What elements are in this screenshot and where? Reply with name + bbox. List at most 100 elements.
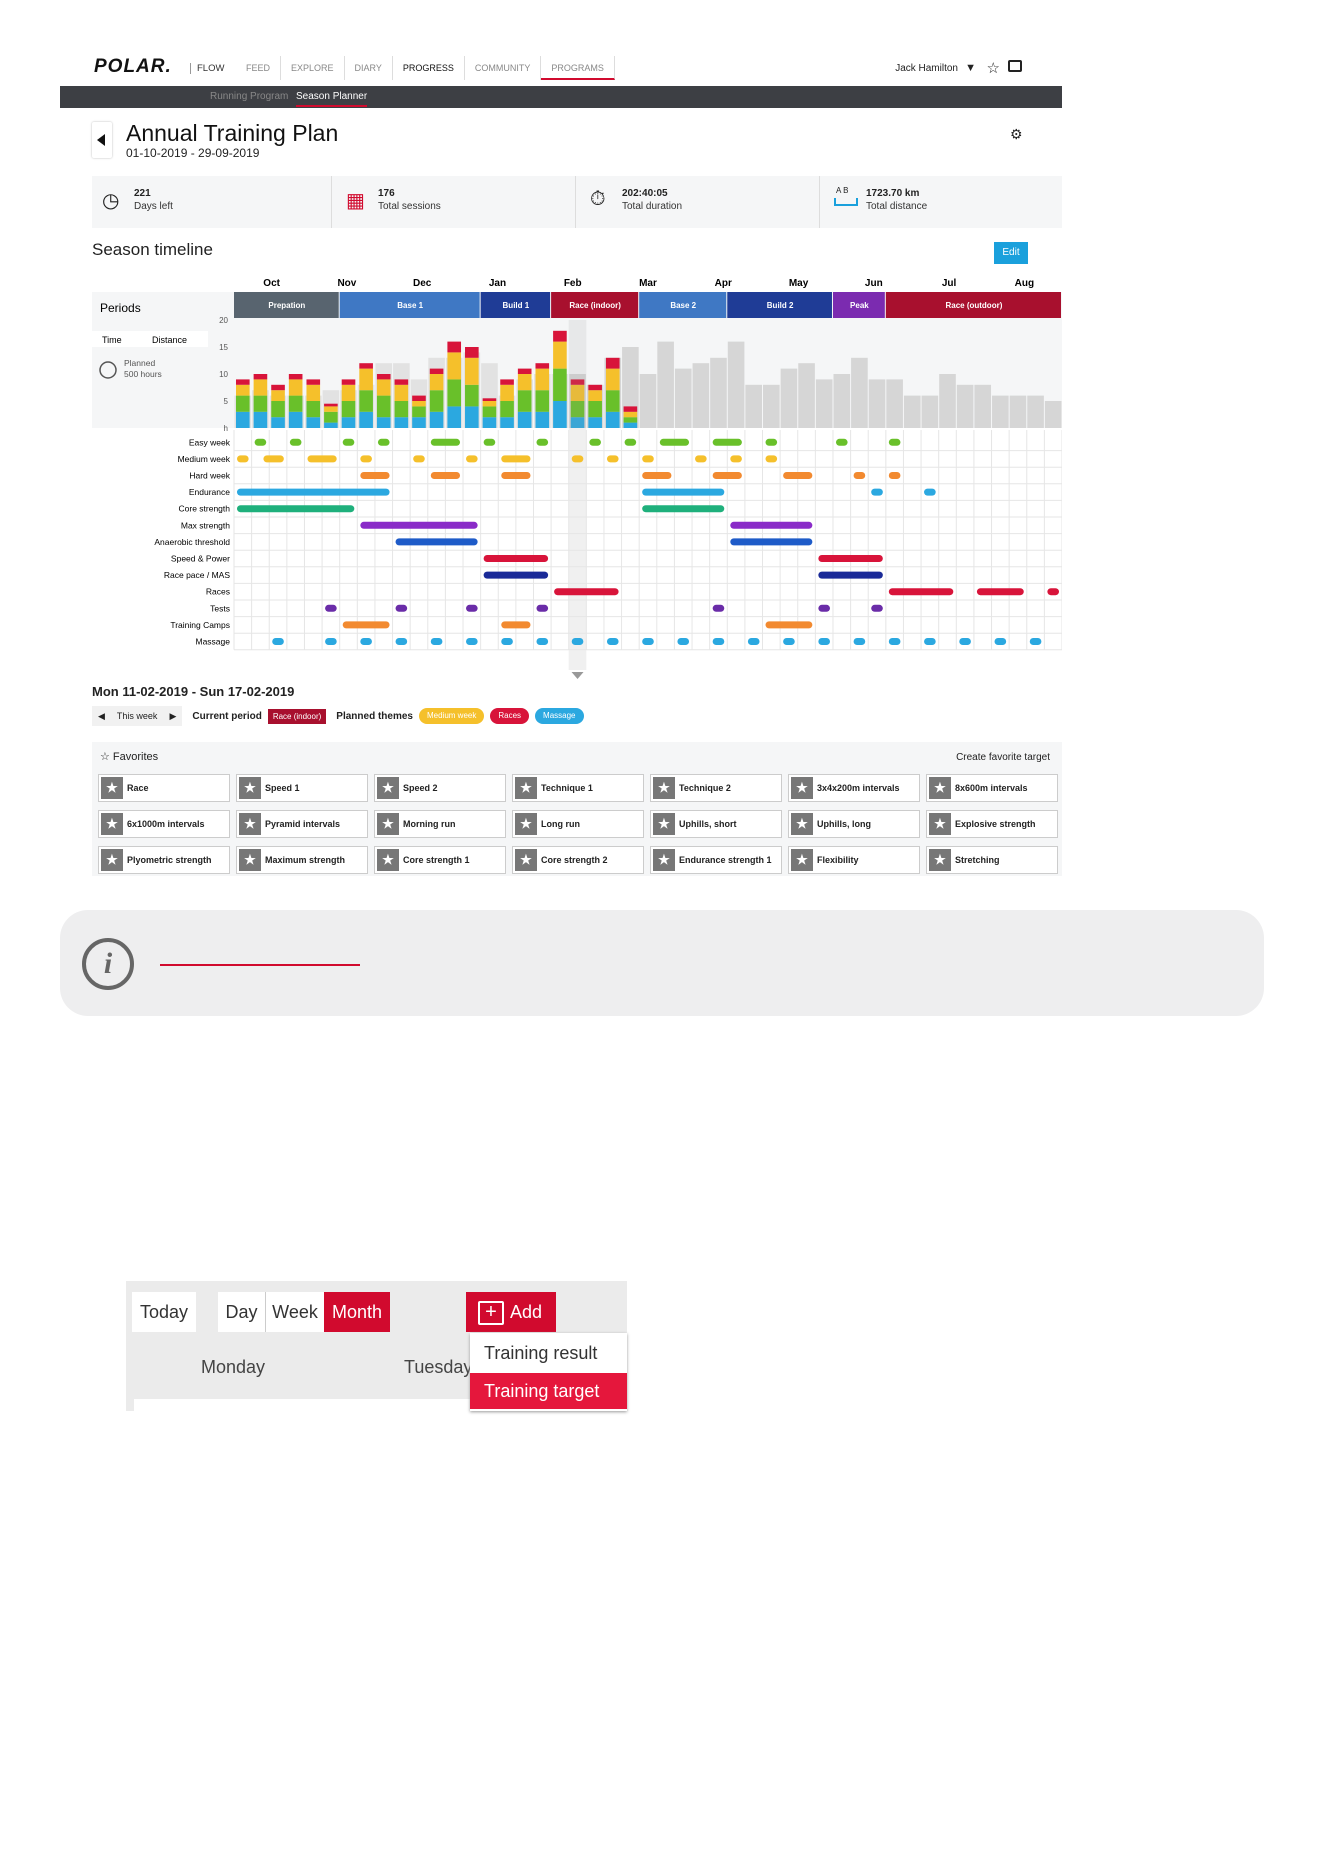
current-week-marker (571, 672, 584, 679)
theme-bar (871, 488, 883, 496)
theme-bar (765, 438, 778, 446)
actual-bar-segment (253, 395, 268, 412)
month-label: Jul (942, 278, 957, 289)
theme-bar (818, 571, 883, 579)
time-toggle[interactable] (92, 331, 142, 347)
period-band (832, 292, 885, 318)
actual-bar-segment (588, 384, 602, 391)
actual-bar-segment (429, 374, 444, 391)
prev-week-icon[interactable]: ◀ (98, 710, 105, 721)
actual-bar-segment (517, 390, 532, 412)
theme-rows: Easy week Medium week Hard week Endurance Co… (154, 437, 1059, 647)
favorite-tile[interactable]: ★ Speed 2 (374, 774, 506, 802)
distance-toggle-bg[interactable] (142, 331, 208, 347)
note-link-underline[interactable] (160, 958, 360, 966)
favorite-tile[interactable]: ★ Speed 1 (236, 774, 368, 802)
month-view-button[interactable]: Month (324, 1292, 390, 1332)
favorite-tile[interactable]: ★ 8x600m intervals (926, 774, 1058, 802)
time-toggle-label[interactable]: Time (102, 335, 122, 345)
favorite-tile[interactable]: ★ Pyramid intervals (236, 810, 368, 838)
favorite-tile[interactable]: ★ 6x1000m intervals (98, 810, 230, 838)
favorite-tile[interactable]: ★ 3x4x200m intervals (788, 774, 920, 802)
stat-days-left: ◷ 221 Days left (92, 176, 332, 228)
nav-item-diary[interactable]: DIARY (345, 56, 393, 80)
period-band (727, 292, 832, 318)
menu-item-training-target[interactable]: Training target (470, 1373, 627, 1409)
runner-icon: ★ (515, 777, 537, 799)
favorite-tile[interactable]: ★ Core strength 1 (374, 846, 506, 874)
nav-item-programs[interactable]: PROGRAMS (541, 56, 615, 80)
stat-label: Total sessions (378, 201, 441, 212)
this-week-button[interactable]: This week (116, 711, 158, 721)
menu-item-training-result[interactable]: Training result (484, 1343, 598, 1363)
favorite-tile[interactable]: ★ Maximum strength (236, 846, 368, 874)
favorite-tile[interactable]: ★ Explosive strength (926, 810, 1058, 838)
add-button[interactable]: + Add (466, 1292, 556, 1332)
distance-toggle-label[interactable]: Distance (152, 335, 187, 345)
theme-bar (783, 638, 795, 645)
planned-bar (868, 379, 886, 428)
edit-button[interactable]: Edit (994, 242, 1028, 264)
favorite-tile-label: 6x1000m intervals (127, 819, 205, 829)
week-navigator: ◀ This week ▶ (92, 706, 183, 726)
favorite-tile[interactable]: ★ Flexibility (788, 846, 920, 874)
actual-bar-segment (429, 390, 444, 412)
plan-dates: 01-10-2019 - 29-09-2019 (126, 146, 260, 160)
favorite-tile[interactable]: ★ Uphills, short (650, 810, 782, 838)
favorite-tile-label: Race (127, 783, 149, 793)
stat-value: 1723.70 km (866, 188, 920, 199)
back-arrow-icon[interactable] (92, 122, 112, 158)
favorites-star-icon[interactable]: ☆ (986, 60, 1000, 77)
favorite-tile[interactable]: ★ Technique 1 (512, 774, 644, 802)
theme-bar (466, 604, 478, 612)
actual-bar-segment (517, 411, 532, 428)
nav-item-feed[interactable]: FEED (236, 56, 282, 80)
gear-icon[interactable]: ⚙ (1010, 126, 1023, 142)
subnav-season-planner[interactable]: Season Planner (296, 91, 368, 107)
theme-bar (501, 638, 513, 645)
actual-bar-segment (288, 379, 303, 396)
actual-bar-segment (605, 368, 620, 391)
theme-bar (571, 638, 584, 645)
today-button[interactable]: Today (132, 1292, 196, 1332)
actual-bar-segment (605, 390, 620, 412)
favorite-tile[interactable]: ★ Stretching (926, 846, 1058, 874)
actual-bar-segment (412, 395, 426, 401)
favorite-tile[interactable]: ★ Morning run (374, 810, 506, 838)
favorite-tile[interactable]: ★ Long run (512, 810, 644, 838)
user-name[interactable]: Jack Hamilton (895, 63, 958, 74)
actual-bar-segment (535, 390, 550, 412)
favorite-tile-label: Long run (541, 819, 580, 829)
theme-row-label: Races (206, 587, 230, 597)
user-dropdown-icon[interactable]: ▼ (965, 62, 976, 74)
weekly-bars (234, 320, 1062, 679)
actual-bar-segment (517, 368, 532, 374)
nav-item-progress[interactable]: PROGRESS (393, 56, 465, 80)
next-week-icon[interactable]: ▶ (169, 710, 177, 721)
favorite-tile[interactable]: ★ Technique 2 (650, 774, 782, 802)
favorite-tile[interactable]: ★ Endurance strength 1 (650, 846, 782, 874)
theme-bar (712, 438, 742, 446)
favorite-tile[interactable]: ★ Core strength 2 (512, 846, 644, 874)
runner-icon: ★ (653, 813, 675, 835)
subnav-running-program[interactable]: Running Program (210, 91, 289, 102)
favorite-tile[interactable]: ★ Uphills, long (788, 810, 920, 838)
favorite-tile-label: Maximum strength (265, 855, 346, 865)
day-view-button[interactable]: Day (218, 1292, 266, 1332)
runner-icon: ★ (239, 813, 261, 835)
nav-item-community[interactable]: COMMUNITY (465, 56, 542, 80)
favorite-tile[interactable]: ★ Plyometric strength (98, 846, 230, 874)
theme-bar (712, 604, 725, 612)
theme-row-label: Max strength (181, 520, 230, 530)
create-favorite-target-link[interactable]: Create favorite target (956, 752, 1050, 763)
theme-bar (501, 455, 531, 463)
period-label: Prepation (268, 301, 305, 310)
theme-bar (589, 438, 601, 446)
week-view-button[interactable]: Week (266, 1292, 324, 1332)
messages-icon[interactable] (1008, 60, 1022, 72)
theme-bar (888, 472, 901, 479)
polar-logo[interactable]: POLAR. (94, 56, 172, 77)
nav-item-explore[interactable]: EXPLORE (281, 56, 345, 80)
favorite-tile[interactable]: ★ Race (98, 774, 230, 802)
theme-bar (272, 638, 284, 645)
